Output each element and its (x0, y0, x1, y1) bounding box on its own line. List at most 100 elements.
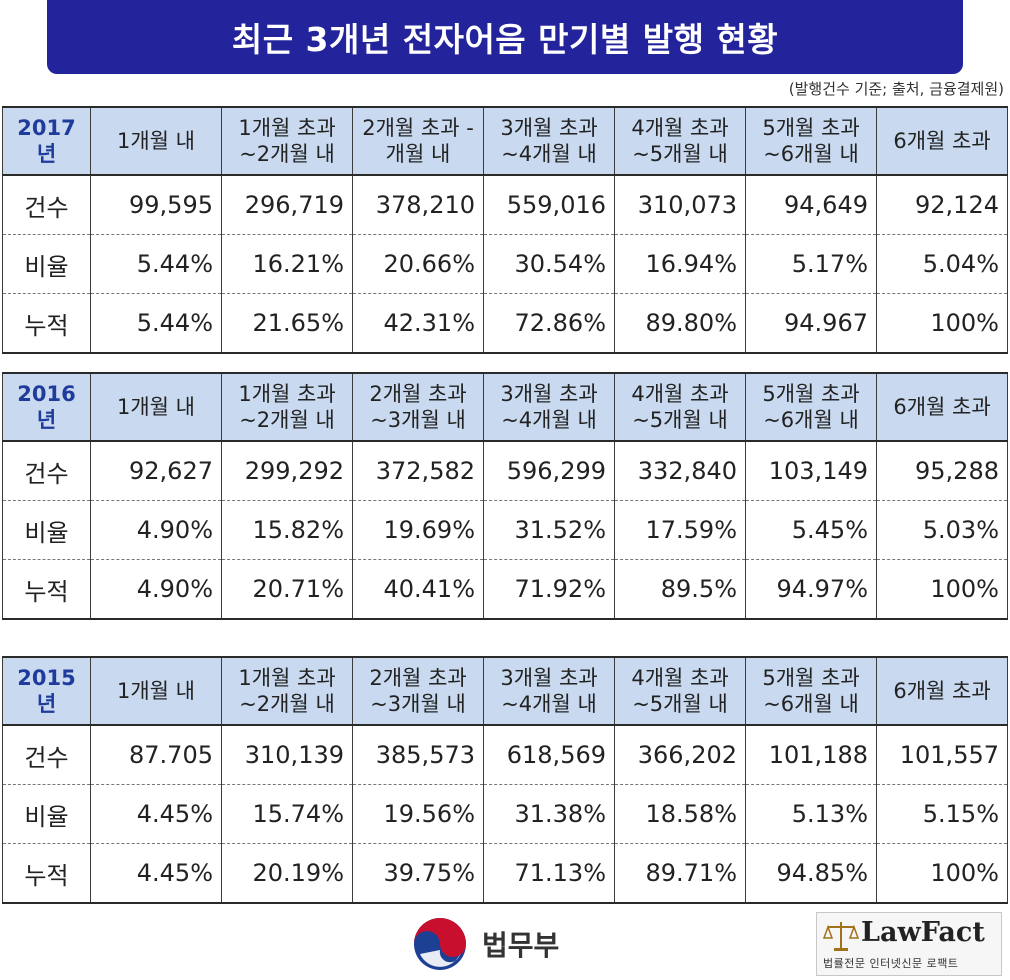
data-cell: 94.97% (745, 559, 877, 620)
data-cell: 16.94% (614, 234, 746, 294)
table-row: 건수 92,627 299,292 372,582 596,299 332,84… (2, 441, 1008, 501)
ministry-name: 법무부 (482, 929, 560, 962)
header-cell: 2개월 초과 ~3개월 내 (352, 372, 484, 442)
table-row: 건수 99,595 296,719 378,210 559,016 310,07… (2, 175, 1008, 235)
data-cell: 21.65% (221, 293, 353, 354)
data-cell: 100% (876, 293, 1008, 354)
header-row: 2015년 1개월 내 1개월 초과 ~2개월 내 2개월 초과 ~3개월 내 … (2, 656, 1008, 726)
data-cell: 5.17% (745, 234, 877, 294)
data-cell: 39.75% (352, 843, 484, 904)
table-2016: 2016년 1개월 내 1개월 초과 ~2개월 내 2개월 초과 ~3개월 내 … (2, 372, 1008, 620)
data-cell: 94.967 (745, 293, 877, 354)
data-cell: 87.705 (90, 725, 222, 785)
data-cell: 310,139 (221, 725, 353, 785)
table-row: 건수 87.705 310,139 385,573 618,569 366,20… (2, 725, 1008, 785)
data-cell: 5.04% (876, 234, 1008, 294)
data-cell: 20.66% (352, 234, 484, 294)
data-cell: 310,073 (614, 175, 746, 235)
data-cell: 19.56% (352, 784, 484, 844)
data-cell: 15.82% (221, 500, 353, 560)
data-cell: 40.41% (352, 559, 484, 620)
header-cell: 2개월 초과 - 개월 내 (352, 106, 484, 176)
data-cell: 19.69% (352, 500, 484, 560)
data-cell: 92,124 (876, 175, 1008, 235)
data-cell: 378,210 (352, 175, 484, 235)
header-row: 2016년 1개월 내 1개월 초과 ~2개월 내 2개월 초과 ~3개월 내 … (2, 372, 1008, 442)
table-2015: 2015년 1개월 내 1개월 초과 ~2개월 내 2개월 초과 ~3개월 내 … (2, 656, 1008, 904)
data-cell: 16.21% (221, 234, 353, 294)
table-row: 비율 4.90% 15.82% 19.69% 31.52% 17.59% 5.4… (2, 500, 1008, 560)
header-cell: 1개월 초과 ~2개월 내 (221, 106, 353, 176)
row-label: 비율 (2, 234, 91, 294)
data-cell: 42.31% (352, 293, 484, 354)
header-cell: 1개월 내 (90, 372, 222, 442)
data-cell: 31.52% (483, 500, 615, 560)
data-cell: 5.03% (876, 500, 1008, 560)
data-cell: 103,149 (745, 441, 877, 501)
year-label: 2016년 (2, 372, 91, 442)
data-cell: 366,202 (614, 725, 746, 785)
header-cell: 6개월 초과 (876, 106, 1008, 176)
row-label: 누적 (2, 843, 91, 904)
data-cell: 71.13% (483, 843, 615, 904)
title-banner: 최근 3개년 전자어음 만기별 발행 현황 (47, 0, 963, 74)
year-label: 2015년 (2, 656, 91, 726)
data-cell: 296,719 (221, 175, 353, 235)
table-row: 누적 5.44% 21.65% 42.31% 72.86% 89.80% 94.… (2, 293, 1008, 354)
header-cell: 1개월 초과 ~2개월 내 (221, 372, 353, 442)
data-cell: 4.90% (90, 500, 222, 560)
header-cell: 5개월 초과 ~6개월 내 (745, 656, 877, 726)
header-cell: 3개월 초과 ~4개월 내 (483, 372, 615, 442)
data-cell: 596,299 (483, 441, 615, 501)
header-cell: 4개월 초과 ~5개월 내 (614, 372, 746, 442)
data-cell: 559,016 (483, 175, 615, 235)
data-cell: 372,582 (352, 441, 484, 501)
data-cell: 71.92% (483, 559, 615, 620)
header-cell: 2개월 초과 ~3개월 내 (352, 656, 484, 726)
data-cell: 92,627 (90, 441, 222, 501)
data-cell: 20.71% (221, 559, 353, 620)
data-cell: 17.59% (614, 500, 746, 560)
data-cell: 94,649 (745, 175, 877, 235)
header-cell: 3개월 초과 ~4개월 내 (483, 106, 615, 176)
taegeuk-emblem-icon (414, 918, 466, 970)
data-cell: 100% (876, 559, 1008, 620)
header-row: 2017년 1개월 내 1개월 초과 ~2개월 내 2개월 초과 - 개월 내 … (2, 106, 1008, 176)
data-cell: 4.90% (90, 559, 222, 620)
data-cell: 72.86% (483, 293, 615, 354)
row-label: 건수 (2, 725, 91, 785)
data-cell: 15.74% (221, 784, 353, 844)
header-cell: 5개월 초과 ~6개월 내 (745, 372, 877, 442)
row-label: 누적 (2, 293, 91, 354)
data-cell: 5.13% (745, 784, 877, 844)
table-row: 비율 5.44% 16.21% 20.66% 30.54% 16.94% 5.1… (2, 234, 1008, 294)
data-cell: 332,840 (614, 441, 746, 501)
brand-name: LawFact (861, 917, 985, 948)
header-cell: 6개월 초과 (876, 656, 1008, 726)
data-cell: 299,292 (221, 441, 353, 501)
row-label: 누적 (2, 559, 91, 620)
data-cell: 20.19% (221, 843, 353, 904)
data-cell: 31.38% (483, 784, 615, 844)
header-cell: 1개월 내 (90, 656, 222, 726)
data-cell: 5.15% (876, 784, 1008, 844)
header-cell: 6개월 초과 (876, 372, 1008, 442)
table-row: 누적 4.45% 20.19% 39.75% 71.13% 89.71% 94.… (2, 843, 1008, 904)
page-title: 최근 3개년 전자어음 만기별 발행 현황 (231, 20, 779, 59)
row-label: 건수 (2, 175, 91, 235)
header-cell: 3개월 초과 ~4개월 내 (483, 656, 615, 726)
data-cell: 101,557 (876, 725, 1008, 785)
header-cell: 5개월 초과 ~6개월 내 (745, 106, 877, 176)
data-cell: 5.44% (90, 293, 222, 354)
lawfact-logo: LawFact 법률전문 인터넷신문 로팩트 (816, 912, 1002, 976)
year-label: 2017년 (2, 106, 91, 176)
row-label: 건수 (2, 441, 91, 501)
row-label: 비율 (2, 784, 91, 844)
data-cell: 30.54% (483, 234, 615, 294)
data-cell: 4.45% (90, 784, 222, 844)
data-cell: 101,188 (745, 725, 877, 785)
data-cell: 89.80% (614, 293, 746, 354)
data-cell: 95,288 (876, 441, 1008, 501)
ministry-logo: 법무부 (412, 916, 559, 972)
data-cell: 89.5% (614, 559, 746, 620)
